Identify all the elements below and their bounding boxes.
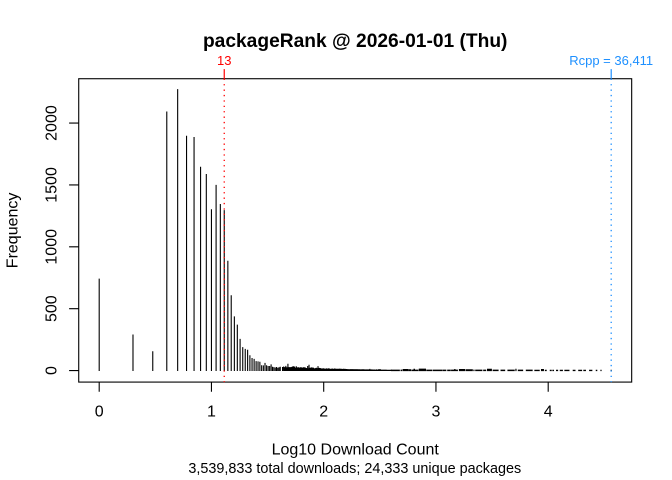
svg-text:2000: 2000 bbox=[43, 105, 60, 141]
svg-text:Rcpp = 36,411: Rcpp = 36,411 bbox=[569, 53, 653, 68]
svg-text:13: 13 bbox=[217, 53, 231, 68]
svg-text:0: 0 bbox=[43, 366, 60, 375]
svg-text:3,539,833 total downloads; 24,: 3,539,833 total downloads; 24,333 unique… bbox=[188, 461, 521, 477]
svg-text:3: 3 bbox=[431, 403, 440, 420]
svg-text:Log10 Download Count: Log10 Download Count bbox=[272, 441, 440, 458]
svg-text:1: 1 bbox=[207, 403, 216, 420]
svg-text:packageRank @ 2026-01-01 (Thu): packageRank @ 2026-01-01 (Thu) bbox=[203, 31, 508, 52]
svg-text:Frequency: Frequency bbox=[5, 193, 22, 269]
svg-text:1000: 1000 bbox=[43, 229, 60, 265]
svg-text:4: 4 bbox=[544, 403, 553, 420]
svg-text:0: 0 bbox=[95, 403, 104, 420]
svg-text:1500: 1500 bbox=[43, 167, 60, 203]
svg-text:500: 500 bbox=[43, 295, 60, 322]
svg-text:2: 2 bbox=[319, 403, 328, 420]
